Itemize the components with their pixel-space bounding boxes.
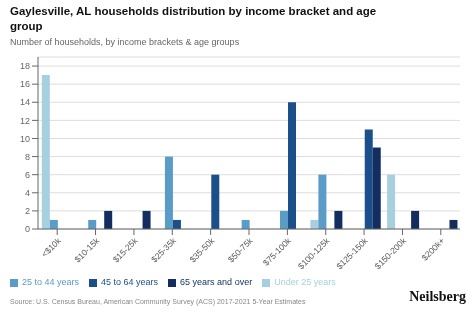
svg-text:8: 8	[25, 152, 30, 162]
svg-text:10: 10	[20, 134, 30, 144]
svg-text:6: 6	[25, 170, 30, 180]
html-text:Gaylesville, AL households dis: Gaylesville, AL households distribution …	[10, 5, 377, 17]
svg-text:<$10k: <$10k	[39, 235, 63, 259]
svg-text:18: 18	[20, 61, 30, 71]
svg-text:$200k+: $200k+	[420, 236, 447, 263]
html-text:Under 25 years: Under 25 years	[274, 277, 336, 287]
html-text:65 years and over: 65 years and over	[180, 277, 253, 287]
svg-text:4: 4	[25, 188, 30, 198]
svg-text:$100-125k: $100-125k	[296, 235, 332, 271]
html-text:Source: U.S. Census Bureau, Am: Source: U.S. Census Bureau, American Com…	[10, 298, 306, 305]
html-text:45 to 64 years: 45 to 64 years	[101, 277, 159, 287]
svg-text:2: 2	[25, 206, 30, 216]
svg-text:$75-100k: $75-100k	[261, 235, 294, 268]
svg-text:$125-150k: $125-150k	[334, 235, 370, 271]
svg-text:0: 0	[25, 224, 30, 234]
html-text:Neilsberg: Neilsberg	[409, 289, 466, 304]
svg-text:$50-75k: $50-75k	[226, 235, 255, 264]
html-text:25 to 44 years: 25 to 44 years	[22, 277, 79, 287]
svg-text:$10-15k: $10-15k	[72, 235, 101, 264]
svg-text:12: 12	[20, 116, 30, 126]
svg-text:16: 16	[20, 79, 30, 89]
html-text:group: group	[10, 20, 43, 32]
svg-text:$150-200k: $150-200k	[373, 235, 409, 271]
html-text:Number of households, by incom: Number of households, by income brackets…	[10, 37, 240, 47]
svg-text:$15-25k: $15-25k	[111, 235, 140, 264]
svg-text:$25-35k: $25-35k	[149, 235, 178, 264]
svg-text:$35-50k: $35-50k	[188, 235, 217, 264]
svg-text:14: 14	[20, 97, 30, 107]
